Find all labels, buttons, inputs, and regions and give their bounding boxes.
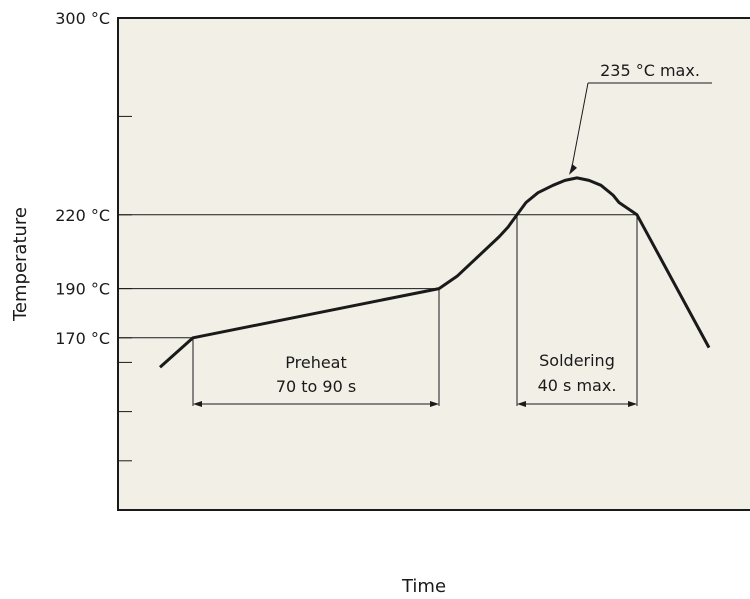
soldering-dimension-arrow-left (517, 401, 526, 407)
x-axis-title: Time (401, 576, 446, 597)
y-axis-title: Temperature (10, 207, 31, 322)
peak-label: 235 °C max. (600, 61, 700, 80)
peak-leader-line (570, 82, 589, 172)
soldering-duration-label: 40 s max. (538, 376, 617, 395)
preheat-dimension-arrow-left (193, 401, 202, 407)
preheat-dimension-arrow-right (430, 401, 439, 407)
y-tick-label-3: 170 °C (55, 329, 110, 348)
y-tick-label-0: 300 °C (55, 9, 110, 28)
plot-area (117, 17, 750, 511)
y-tick-label-2: 190 °C (55, 280, 110, 299)
peak-leader-arrow (569, 163, 577, 175)
soldering-dimension-arrow-right (628, 401, 637, 407)
preheat-duration-label: 70 to 90 s (276, 377, 356, 396)
preheat-label: Preheat (285, 353, 347, 372)
y-tick-label-1: 220 °C (55, 206, 110, 225)
soldering-label: Soldering (539, 351, 615, 370)
temperature-profile-curve (159, 176, 711, 369)
